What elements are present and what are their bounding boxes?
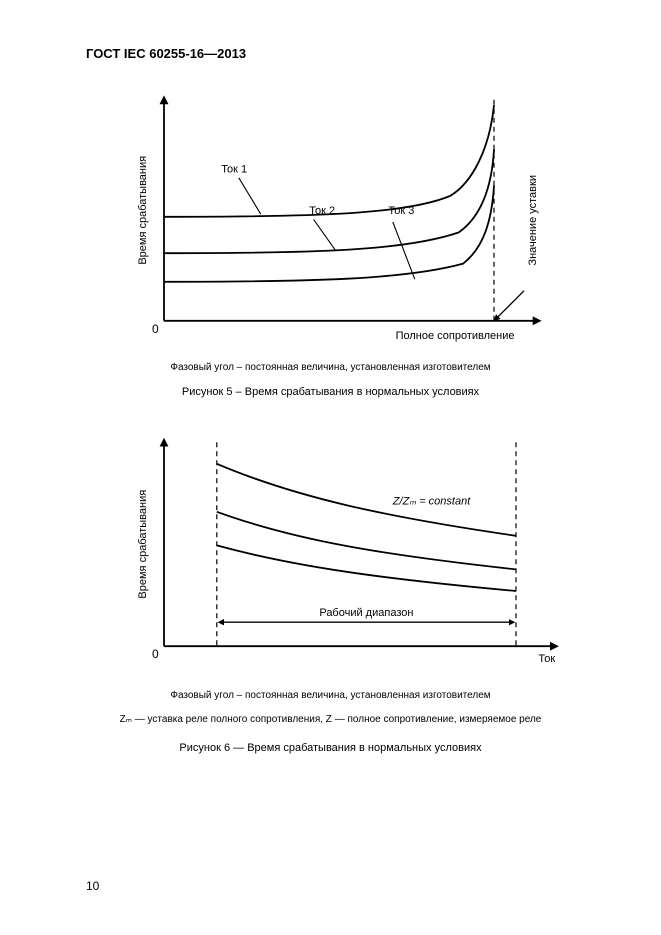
figure-6-footnote: Фазовый угол – постоянная величина, уста… bbox=[0, 690, 661, 701]
standard-code: ГОСТ IEC 60255-16—2013 bbox=[86, 46, 246, 61]
figure-6-svg: Время срабатывания 0 Ток Рабочий диапазон Z/… bbox=[120, 435, 560, 675]
leader-3 bbox=[393, 222, 415, 279]
x-axis-label: Ток bbox=[538, 653, 555, 665]
setpoint-label: Значение уставки bbox=[527, 175, 539, 266]
curve-label-3: Ток 3 bbox=[388, 205, 414, 217]
figure-5-footnote: Фазовый угол – постоянная величина, уста… bbox=[0, 362, 661, 373]
x-axis-label: Полное сопротивление bbox=[396, 330, 515, 342]
figure-5-svg: Время срабатывания 0 Полное сопротивление З… bbox=[120, 92, 560, 352]
curve-1 bbox=[164, 105, 494, 217]
figure-5-caption: Рисунок 5 – Время срабатывания в нормаль… bbox=[0, 386, 661, 398]
figure-6-definition: Zₘ — уставка реле полного сопротивления,… bbox=[0, 714, 661, 725]
figure-5: Время срабатывания 0 Полное сопротивление З… bbox=[120, 92, 560, 352]
curve-2 bbox=[217, 512, 516, 570]
curve-label-2: Ток 2 bbox=[309, 205, 335, 217]
zconst-label: Z/Zₘ = constant bbox=[392, 496, 471, 508]
curve-3 bbox=[164, 186, 494, 282]
y-axis-label: Время срабатывания bbox=[137, 490, 149, 599]
leader-2 bbox=[314, 219, 336, 250]
curve-3 bbox=[217, 545, 516, 591]
y-axis-label: Время срабатывания bbox=[137, 156, 149, 265]
page-number: 10 bbox=[86, 879, 99, 893]
origin-label: 0 bbox=[152, 647, 159, 661]
origin-label: 0 bbox=[152, 322, 159, 336]
figure-6: Время срабатывания 0 Ток Рабочий диапазон Z/… bbox=[120, 435, 560, 675]
range-label: Рабочий диапазон bbox=[319, 607, 413, 619]
leader-1 bbox=[239, 178, 261, 214]
curve-label-1: Ток 1 bbox=[221, 164, 247, 176]
curve-2 bbox=[164, 149, 494, 253]
page: ГОСТ IEC 60255-16—2013 Время срабатывани… bbox=[0, 0, 661, 935]
curve-1 bbox=[217, 464, 516, 536]
figure-6-caption: Рисунок 6 — Время срабатывания в нормаль… bbox=[0, 742, 661, 754]
